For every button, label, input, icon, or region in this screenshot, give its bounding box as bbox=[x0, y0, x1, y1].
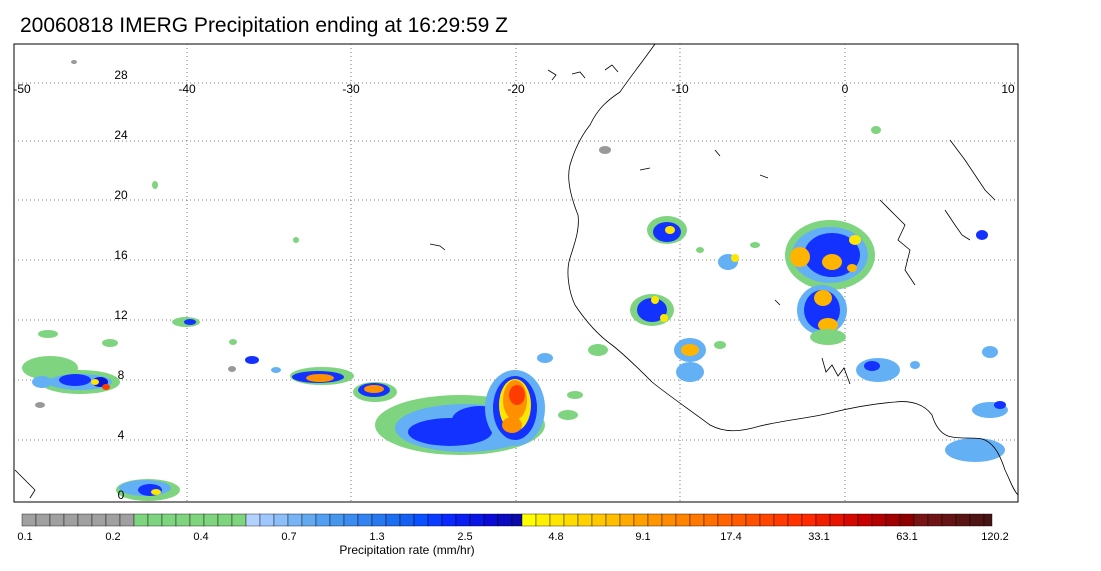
lat-label: 28 bbox=[114, 68, 128, 82]
lat-label: 0 bbox=[118, 488, 125, 502]
colorbar-label: 4.8 bbox=[548, 531, 563, 543]
colorbar-label: 17.4 bbox=[720, 531, 741, 543]
colorbar-label: 0.1 bbox=[17, 531, 32, 543]
colorbar-label: 0.7 bbox=[281, 531, 296, 543]
lon-label: -20 bbox=[507, 82, 525, 96]
colorbar-title: Precipitation rate (mm/hr) bbox=[339, 543, 474, 557]
latitude-labels: 28 24 20 16 12 8 4 0 bbox=[114, 68, 128, 502]
map-title: 20060818 IMERG Precipitation ending at 1… bbox=[20, 14, 508, 37]
colorbar-label: 1.3 bbox=[369, 531, 384, 543]
colorbar-label: 120.2 bbox=[981, 531, 1009, 543]
lon-label: -50 bbox=[13, 82, 31, 96]
lat-label: 8 bbox=[118, 368, 125, 382]
colorbar-label: 63.1 bbox=[896, 531, 917, 543]
colorbar-label: 33.1 bbox=[808, 531, 829, 543]
colorbar-label: 0.2 bbox=[105, 531, 120, 543]
colorbar bbox=[21, 513, 993, 527]
longitude-labels: -50 -40 -30 -20 -10 0 10 bbox=[13, 82, 1015, 96]
lat-label: 4 bbox=[118, 428, 125, 442]
lon-label: 10 bbox=[1001, 82, 1015, 96]
lon-label: -30 bbox=[342, 82, 360, 96]
lon-label: 0 bbox=[842, 82, 849, 96]
lat-label: 16 bbox=[114, 248, 128, 262]
lat-label: 20 bbox=[114, 188, 128, 202]
lon-label: -10 bbox=[671, 82, 689, 96]
lon-label: -40 bbox=[178, 82, 196, 96]
colorbar-labels: 0.1 0.2 0.4 0.7 1.3 2.5 4.8 9.1 17.4 33.… bbox=[17, 531, 1008, 557]
lat-label: 12 bbox=[114, 308, 128, 322]
lat-label: 24 bbox=[114, 128, 128, 142]
precipitation-field bbox=[22, 60, 1008, 501]
colorbar-label: 9.1 bbox=[635, 531, 650, 543]
colorbar-label: 0.4 bbox=[193, 531, 208, 543]
coastline bbox=[14, 43, 1019, 499]
colorbar-label: 2.5 bbox=[457, 531, 472, 543]
